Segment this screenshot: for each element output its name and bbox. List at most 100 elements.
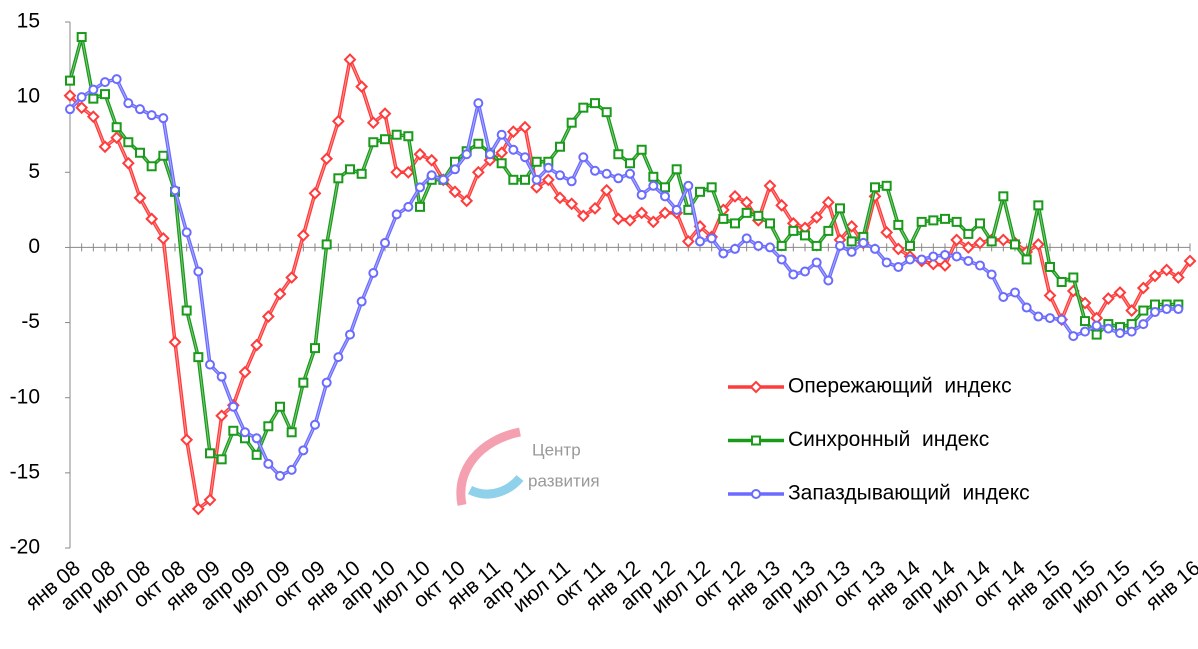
point — [250, 338, 264, 352]
point — [356, 296, 367, 307]
point — [215, 409, 229, 423]
point — [835, 240, 845, 251]
point — [555, 170, 565, 181]
point — [193, 266, 204, 277]
point — [473, 138, 484, 149]
point — [870, 243, 880, 254]
point — [531, 156, 542, 167]
point — [963, 228, 974, 239]
point — [121, 156, 135, 170]
point — [496, 129, 507, 140]
point — [1115, 328, 1125, 339]
point — [390, 165, 404, 179]
point — [123, 137, 134, 148]
point — [916, 254, 927, 265]
point — [578, 102, 589, 113]
point — [1080, 326, 1090, 337]
point — [905, 240, 915, 251]
point — [320, 152, 334, 166]
point — [378, 107, 392, 121]
point — [753, 240, 764, 251]
point — [168, 335, 182, 349]
point — [776, 254, 787, 265]
series-line — [68, 77, 1179, 478]
point — [788, 269, 799, 280]
point — [1021, 302, 1032, 313]
point — [880, 225, 894, 239]
point — [1126, 326, 1137, 337]
point — [181, 227, 192, 238]
point — [928, 251, 939, 262]
point — [158, 150, 169, 161]
point — [146, 161, 157, 172]
point — [730, 243, 740, 254]
point — [566, 176, 577, 187]
point — [749, 380, 763, 394]
y-tick-label: -20 — [10, 536, 40, 559]
point — [905, 254, 915, 265]
series-line-highlight — [69, 57, 1191, 510]
point — [110, 131, 124, 145]
y-tick-label: 5 — [28, 160, 40, 183]
point — [368, 137, 379, 148]
point — [1148, 269, 1162, 283]
point — [531, 174, 542, 185]
point — [238, 365, 252, 379]
point — [973, 236, 987, 250]
point — [333, 173, 344, 184]
point — [263, 421, 274, 432]
point — [683, 180, 694, 191]
point — [613, 173, 624, 184]
watermark: Центр развития — [456, 427, 600, 506]
point — [823, 275, 834, 286]
point — [576, 209, 590, 223]
point — [963, 255, 974, 266]
point — [916, 216, 927, 227]
point — [543, 162, 554, 173]
point — [681, 235, 695, 248]
point — [1068, 331, 1079, 342]
point — [146, 110, 157, 121]
point — [763, 179, 777, 193]
point — [940, 249, 950, 260]
point — [1010, 287, 1020, 298]
point — [811, 240, 822, 251]
point — [133, 191, 147, 205]
point — [216, 371, 227, 382]
point — [203, 493, 217, 507]
point — [1160, 263, 1174, 277]
point — [601, 107, 612, 118]
point — [345, 164, 355, 175]
point — [100, 77, 110, 88]
point — [751, 489, 761, 499]
point — [261, 310, 275, 323]
point — [646, 215, 660, 229]
watermark-text: Центр — [532, 440, 581, 459]
point — [251, 433, 262, 444]
point — [578, 152, 589, 163]
point — [741, 233, 752, 244]
point — [1091, 329, 1102, 340]
point — [728, 189, 742, 203]
point — [275, 470, 285, 481]
point — [1043, 289, 1057, 302]
point — [1045, 261, 1055, 272]
point — [403, 201, 414, 212]
point — [508, 174, 519, 185]
point — [1136, 281, 1150, 295]
point — [403, 131, 414, 142]
point — [741, 207, 752, 218]
point — [321, 377, 332, 388]
point — [205, 448, 215, 459]
point — [485, 149, 495, 160]
point — [343, 53, 357, 66]
point — [788, 225, 799, 236]
point — [1045, 313, 1055, 324]
point — [671, 204, 682, 215]
point — [541, 173, 555, 187]
point — [951, 216, 962, 227]
point — [355, 80, 369, 94]
point — [296, 228, 310, 242]
point — [380, 237, 390, 248]
point — [331, 114, 345, 128]
